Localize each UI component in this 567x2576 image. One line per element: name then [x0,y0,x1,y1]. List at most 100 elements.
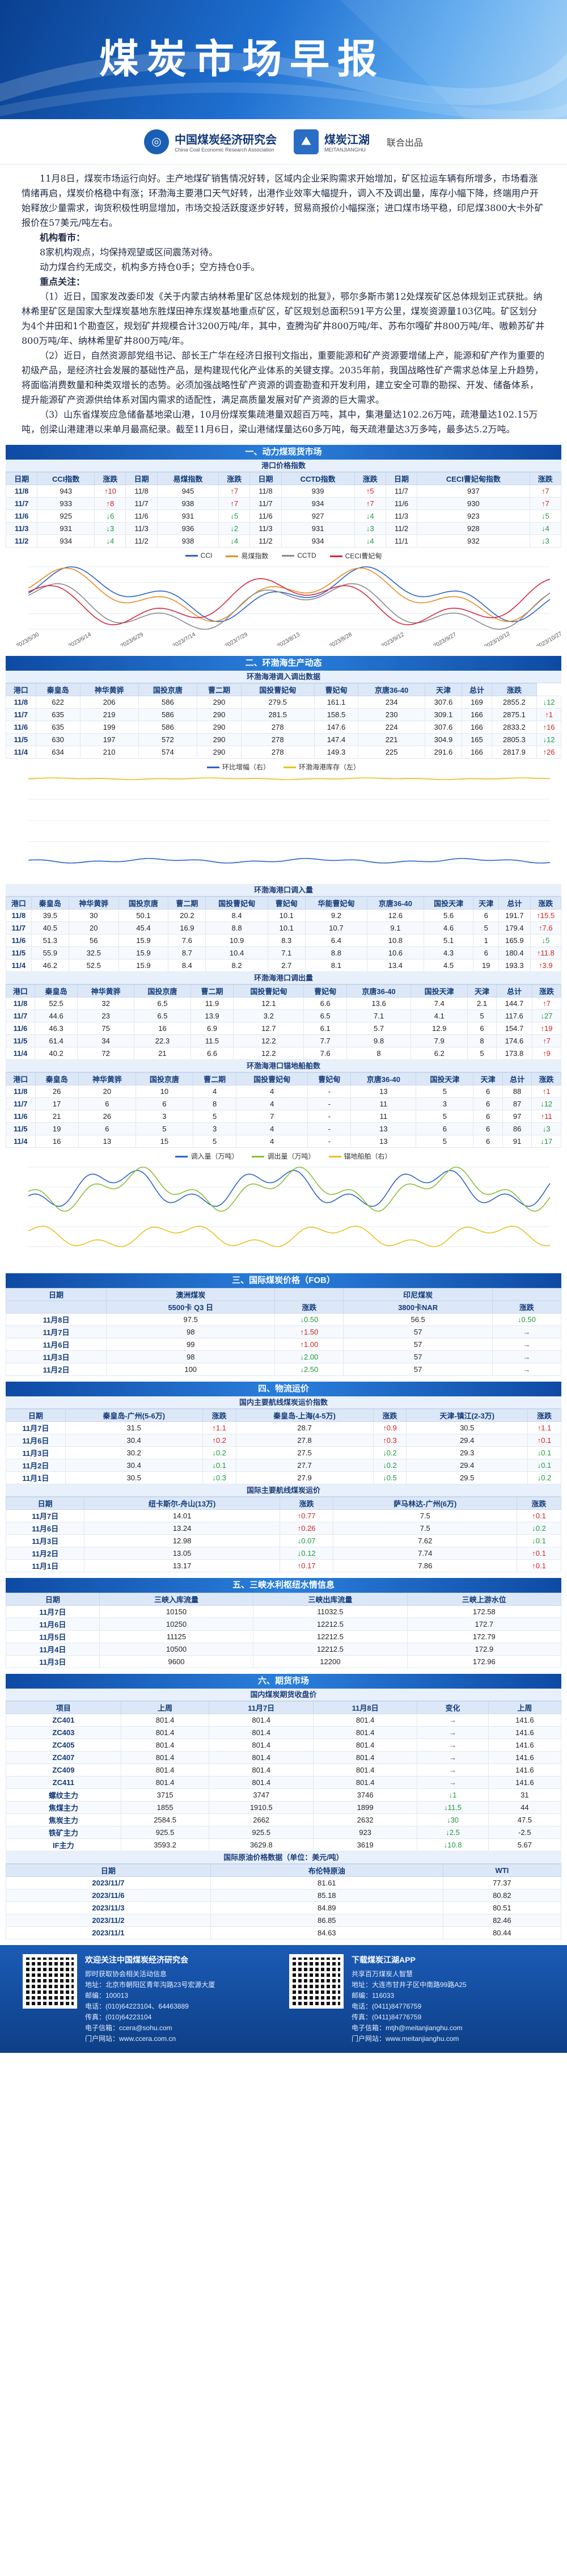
table-cell: ZC401 [6,1714,121,1727]
table-cell: 11 [350,1110,417,1123]
table-cell: 97.5 [106,1313,276,1326]
table-cell: → [417,1714,489,1727]
table-cell: 622 [35,696,81,709]
table-cell: 630 [35,733,81,746]
footer-contact-line: 门户网站：www.meitanjianghu.com [352,2035,459,2043]
table-row: 11/6 21 26 3 5 7-11 5 6 97 ↑11 [6,1110,561,1123]
table-cell: 82.46 [442,1914,562,1927]
column-header: 项目 [6,1701,121,1714]
institution-view-text: 8家机构观点，均保持观望或区间震荡对待。 [40,247,218,258]
legend-entry: CECI曹妃甸 [329,551,382,561]
table-cell: 172.9 [407,1643,562,1656]
table-cell: 3 [135,1110,193,1123]
table-cell: 8.8 [205,921,268,935]
table-cell: ↑0.1 [517,1547,561,1560]
table-cell: 574 [138,746,198,759]
table-cell: ↑1.1 [527,1421,562,1434]
section-bohai-production: 二、环渤海生产动态 [6,656,561,671]
table-cell: 6 [416,1122,474,1135]
table-cell: 7.6 [168,934,206,947]
table-cell: 30.5 [406,1421,528,1434]
table-cell: 98 [106,1350,276,1363]
table-cell: 11/6 [6,721,36,734]
crude-oil-table: 日期 布伦特原油 WTI 2023/11/7 81.61 77.37 2023/11/6 8… [6,1864,562,1939]
table-cell: ↓12 [531,1097,561,1110]
table-cell: 278 [240,733,315,746]
table-cell: 11/8 [6,909,32,922]
table-cell: 801.4 [209,1776,314,1789]
mtjh-name-en: MEITANJIANGHU [324,147,366,153]
table-row: 11月1日 30.5 ↓0.3 27.9 ↓0.5 29.5 ↓0.2 [6,1471,562,1484]
table-cell: 11月2日 [6,1459,66,1472]
intl-freight-subtitle: 国际主要航线煤炭运价 [6,1484,561,1497]
table-cell: 12.9 [411,1022,468,1035]
qr-code-icon[interactable] [23,1954,77,2009]
column-header: 日期 [5,1497,85,1510]
table-cell: 11月6日 [5,1522,85,1535]
table-cell: 923 [312,1826,418,1839]
legend-label: CECI曹妃甸 [345,552,382,560]
bohai-inflow-table: 港口 秦皇岛 神华黄骅 国投京唐 曹二期 国投曹妃甸 曹妃甸 华能曹妃甸 京唐36-40 国投天津… [6,896,562,972]
table-cell: 84.89 [210,1901,443,1914]
column-header [274,1288,344,1301]
column-header: 曹妃甸 [307,1072,352,1085]
legend-entry: 调入量（万吨） [175,1151,238,1161]
table-cell: → [417,1726,489,1739]
table-cell: 801.4 [209,1714,314,1727]
column-header: 国投曹妃甸 [205,896,268,910]
table-cell: 7.9 [411,1034,468,1047]
x-tick-label: 2023/6/14 [67,632,92,646]
table-cell: 931 [156,510,219,523]
table-cell: 16 [35,1135,79,1148]
table-cell: 40.5 [31,921,69,935]
table-cell: 7.5 [333,1509,518,1522]
table-cell: 32.5 [68,946,119,959]
table-cell: 938 [156,497,219,510]
table-cell: 15 [135,1135,193,1148]
table-cell: 11/4 [6,959,32,972]
footer-contact-line: 门户网站：www.ccera.com.cn [85,2035,176,2043]
table-cell: 4.5 [423,959,474,972]
table-cell: 931 [37,522,95,535]
table-row: 11/7 635 219 586 290 281.5 158.5 230 309.1 166 287… [6,708,561,721]
table-cell: ↓11.5 [417,1801,489,1814]
table-cell: 8.4 [168,959,206,972]
x-tick-label: 2023/6/29 [120,632,145,646]
table-row: 11月5日 11125 12212.5 172.79 [6,1630,562,1643]
table-cell: ↑11.8 [530,946,562,959]
table-row: 11/8 39.5 30 50.1 20.2 8.4 10.1 9.2 12.6 5.6 6 191.… [6,909,562,922]
table-cell: 1910.5 [209,1801,314,1814]
table-cell: 5.6 [423,909,474,922]
table-cell: ↑1 [531,1085,561,1098]
table-cell: 141.6 [488,1739,562,1752]
table-cell: 2662 [209,1813,314,1826]
column-header: 天津 [473,896,500,910]
table-cell: → [492,1338,562,1351]
table-cell: ↓2 [218,522,251,535]
table-cell: 172.96 [407,1655,562,1668]
table-row: 2023/11/7 81.61 77.37 [6,1876,562,1889]
table-row: 2023/11/6 85.18 80.82 [6,1889,562,1902]
flow-ships-chart: 调入量（万吨） 调出量（万吨） 锚地船舶（右） [6,1150,561,1265]
anchorage-ships-subtitle: 环渤海港口锚地船舶数 [6,1060,561,1072]
column-header: 涨跌 [529,472,562,485]
column-header: 变化 [417,1701,489,1714]
column-header: 港口 [6,984,35,997]
table-cell: ↓0.2 [202,1446,236,1459]
table-row: 11/8 52.5 32 6.5 11.9 12.1 6.6 13.6 7.4 2.1 144.7 ↑… [6,997,561,1010]
table-cell: 2632 [312,1813,418,1826]
domestic-freight-subtitle: 国内主要航线煤炭运价指数 [6,1396,561,1409]
table-cell: ↑7 [218,485,251,498]
table-cell: ↓4 [529,522,562,535]
table-cell: 10500 [99,1643,254,1656]
intl-freight-table: 日期 纽卡斯尔-舟山(13万) 涨跌 萨马林达-广州(6万) 涨跌 11月7日 14.01… [5,1497,561,1572]
table-cell: 12212.5 [253,1643,408,1656]
qr-code-icon[interactable] [289,1954,344,2009]
series-line [28,1170,551,1207]
table-cell: → [492,1350,562,1363]
table-cell: 5.7 [346,1022,412,1035]
section-logistics: 四、物流运价 [6,1382,561,1396]
table-cell: 4 [236,1097,308,1110]
table-cell: 586 [138,708,198,721]
port-index-subtitle: 港口价格指数 [6,460,561,472]
